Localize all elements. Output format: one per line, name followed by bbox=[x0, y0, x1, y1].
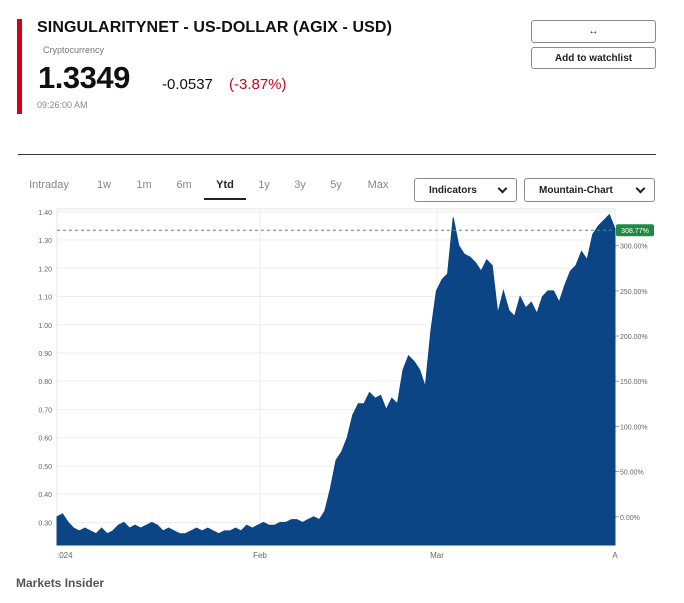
y-tick-label: 1.20 bbox=[38, 266, 52, 273]
current-percent-badge bbox=[616, 224, 654, 237]
y-right-tick-label: 150.00% bbox=[620, 379, 648, 386]
x-tick-label: Feb bbox=[253, 551, 267, 560]
tab-1m[interactable]: 1m bbox=[136, 179, 152, 191]
add-to-watchlist-button[interactable]: Add to watchlist bbox=[531, 47, 656, 69]
y-right-tick-label: 100.00% bbox=[620, 424, 648, 431]
y-right-tick-label: 0.00% bbox=[620, 515, 640, 522]
tab-1w[interactable]: 1w bbox=[96, 179, 112, 191]
chart-type-dropdown[interactable]: Mountain-Chart bbox=[524, 178, 655, 202]
tab-ytd[interactable]: Ytd bbox=[204, 176, 246, 200]
x-tick-label: A bbox=[612, 551, 618, 560]
brand-label: Markets Insider bbox=[16, 576, 105, 590]
price-change: -0.0537 bbox=[162, 76, 213, 93]
price-area bbox=[56, 213, 616, 546]
tab-intraday[interactable]: Intraday bbox=[29, 179, 69, 191]
quote-time: 09:26:00 AM bbox=[37, 100, 88, 110]
tab-6m[interactable]: 6m bbox=[176, 179, 192, 191]
chevron-down-icon bbox=[497, 183, 508, 194]
x-tick-label: :024 bbox=[57, 551, 73, 560]
y-right-tick-label: 200.00% bbox=[620, 334, 648, 341]
y-tick-label: 1.00 bbox=[38, 323, 52, 330]
y-tick-label: 0.50 bbox=[38, 464, 52, 471]
y-right-tick-label: 50.00% bbox=[620, 470, 644, 477]
price-change-percent: (-3.87%) bbox=[229, 76, 287, 93]
y-tick-label: 1.10 bbox=[38, 295, 52, 302]
price-chart[interactable]: 1.40 1.30 1.20 1.10 1.00 0.90 0.80 0.70 0.60 0.50… bbox=[0, 205, 684, 565]
y-tick-label: 1.30 bbox=[38, 238, 52, 245]
y-tick-label: 0.80 bbox=[38, 379, 52, 386]
y-tick-label: 0.90 bbox=[38, 351, 52, 358]
indicators-label: Indicators bbox=[429, 184, 477, 196]
tab-3y[interactable]: 3y bbox=[294, 179, 306, 191]
current-price: 1.3349 bbox=[38, 60, 130, 95]
y-tick-label: 0.60 bbox=[38, 436, 52, 443]
swap-arrows-icon: ↔ bbox=[588, 26, 599, 37]
tab-1y[interactable]: 1y bbox=[258, 179, 270, 191]
tab-5y[interactable]: 5y bbox=[330, 179, 342, 191]
x-tick-label: Mar bbox=[430, 551, 444, 560]
asset-type-label: Cryptocurrency bbox=[43, 45, 105, 55]
swap-arrows-button[interactable]: ↔ bbox=[531, 20, 656, 43]
chevron-down-icon bbox=[635, 183, 646, 194]
y-tick-label: 0.30 bbox=[38, 520, 52, 527]
accent-bar bbox=[17, 19, 22, 114]
y-tick-label: 0.70 bbox=[38, 407, 52, 414]
chart-type-label: Mountain-Chart bbox=[539, 184, 613, 196]
price-chart-svg: 1.40 1.30 1.20 1.10 1.00 0.90 0.80 0.70 0.60 0.50… bbox=[38, 208, 654, 560]
y-right-tick-label: 300.00% bbox=[620, 244, 648, 251]
current-percent-badge-label: 308.77% bbox=[621, 228, 649, 235]
tab-max[interactable]: Max bbox=[367, 179, 389, 191]
page-title: SINGULARITYNET - US-DOLLAR (AGIX - USD) bbox=[37, 19, 392, 36]
divider bbox=[18, 154, 656, 155]
y-right-tick-label: 250.00% bbox=[620, 289, 648, 296]
y-tick-label: 1.40 bbox=[38, 210, 52, 217]
y-tick-label: 0.40 bbox=[38, 492, 52, 499]
indicators-dropdown[interactable]: Indicators bbox=[414, 178, 517, 202]
